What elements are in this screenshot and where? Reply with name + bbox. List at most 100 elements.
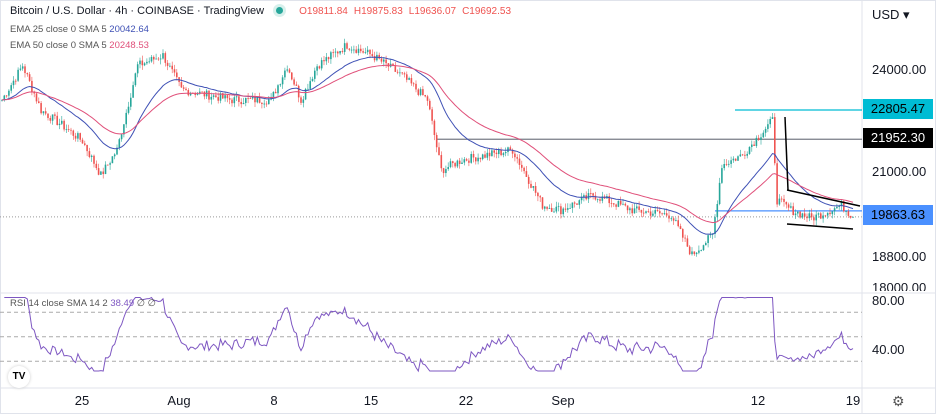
candle-body	[8, 90, 10, 96]
trendline-lower[interactable]	[786, 223, 854, 230]
candle-body	[77, 133, 79, 139]
candle-body	[688, 246, 691, 255]
trendline-upper[interactable]	[786, 189, 861, 207]
candle-body	[539, 196, 541, 198]
candle-body	[790, 206, 792, 208]
candle-body	[274, 91, 277, 94]
candle-body	[139, 60, 141, 65]
candle-body	[838, 205, 840, 207]
candle-body	[355, 49, 357, 53]
candle-body	[725, 164, 728, 165]
candle-body	[107, 164, 109, 166]
candle-body	[776, 163, 778, 205]
candle-body	[583, 195, 585, 197]
resistance-price-tag: 21952.30	[863, 128, 933, 148]
candle-body	[327, 57, 330, 60]
time-label: 8	[270, 393, 278, 408]
candle-body	[150, 56, 153, 62]
candle-body	[454, 163, 456, 167]
candle-body	[261, 102, 263, 104]
candle-body	[613, 203, 615, 205]
candle-body	[123, 124, 125, 135]
trendline-pole[interactable]	[784, 116, 789, 191]
candle-body	[629, 208, 631, 211]
candle-body	[233, 97, 236, 104]
candle-body	[21, 66, 24, 69]
candle-body	[511, 149, 514, 154]
candle-body	[346, 43, 348, 49]
symbol-legend[interactable]: Bitcoin / U.S. Dollar · 4h · COINBASE · …	[10, 5, 511, 17]
candle-body	[304, 88, 307, 100]
candle-body	[281, 77, 284, 85]
candle-body	[396, 71, 399, 73]
candle-body	[491, 150, 493, 157]
candle-body	[127, 106, 130, 113]
candle-body	[691, 251, 693, 255]
rsi-legend[interactable]: RSI 14 close SMA 14 2 38.49 ∅ ∅	[10, 298, 156, 309]
candle-body	[656, 210, 659, 212]
candle-body	[51, 114, 54, 121]
candle-body	[277, 85, 279, 94]
candle-body	[521, 164, 523, 168]
candle-body	[88, 151, 91, 157]
candle-body	[661, 213, 663, 215]
candle-body	[684, 237, 686, 239]
candle-body	[316, 66, 318, 71]
candle-body	[445, 169, 447, 174]
candle-body	[527, 176, 530, 184]
settings-gear-icon[interactable]: ⚙	[892, 393, 905, 409]
candle-body	[79, 133, 81, 140]
candle-body	[279, 84, 282, 86]
candle-body	[417, 89, 420, 95]
candle-body	[718, 182, 721, 205]
candle-body	[458, 160, 461, 164]
candle-body	[309, 81, 311, 89]
candle-body	[49, 117, 52, 121]
candle-body	[130, 97, 132, 107]
ema25-legend[interactable]: EMA 25 close 0 SMA 5 20042.64	[10, 24, 149, 35]
candle-body	[677, 220, 679, 227]
candle-body	[682, 229, 684, 238]
candle-body	[571, 202, 574, 209]
candle-body	[744, 154, 746, 156]
candle-body	[307, 88, 309, 90]
candle-body	[829, 212, 831, 215]
candle-body	[433, 120, 436, 136]
candle-body	[380, 58, 383, 62]
candle-body	[502, 153, 505, 156]
candle-body	[493, 150, 495, 153]
candle-body	[86, 144, 88, 152]
candle-body	[817, 213, 820, 215]
candle-body	[419, 89, 422, 95]
candle-body	[500, 149, 502, 156]
ema25-label: EMA 25 close 0 SMA 5	[10, 24, 107, 35]
candle-body	[447, 167, 449, 170]
candle-body	[757, 137, 760, 140]
candle-body	[235, 96, 238, 98]
candle-body	[399, 72, 401, 74]
tradingview-logo-icon[interactable]: TV	[8, 366, 30, 388]
candle-body	[806, 216, 808, 219]
candle-body	[849, 215, 852, 218]
time-label: Aug	[167, 393, 191, 408]
candle-body	[415, 83, 417, 90]
ema50-legend[interactable]: EMA 50 close 0 SMA 5 20248.53	[10, 40, 149, 51]
candle-body	[435, 135, 438, 148]
candle-body	[74, 135, 77, 139]
candle-body	[426, 96, 429, 101]
candle-body	[15, 80, 17, 82]
currency-selector[interactable]: USD ▾	[872, 7, 910, 22]
candle-body	[341, 50, 344, 52]
candle-body	[518, 158, 521, 165]
candle-body	[63, 120, 65, 130]
candle-body	[576, 203, 578, 205]
candle-body	[548, 207, 551, 209]
candle-body	[592, 193, 594, 196]
candle-body	[224, 95, 226, 99]
candle-body	[199, 91, 201, 94]
candle-body	[295, 84, 298, 86]
candle-body	[394, 66, 397, 72]
candle-body	[288, 69, 291, 73]
candle-body	[31, 80, 33, 92]
